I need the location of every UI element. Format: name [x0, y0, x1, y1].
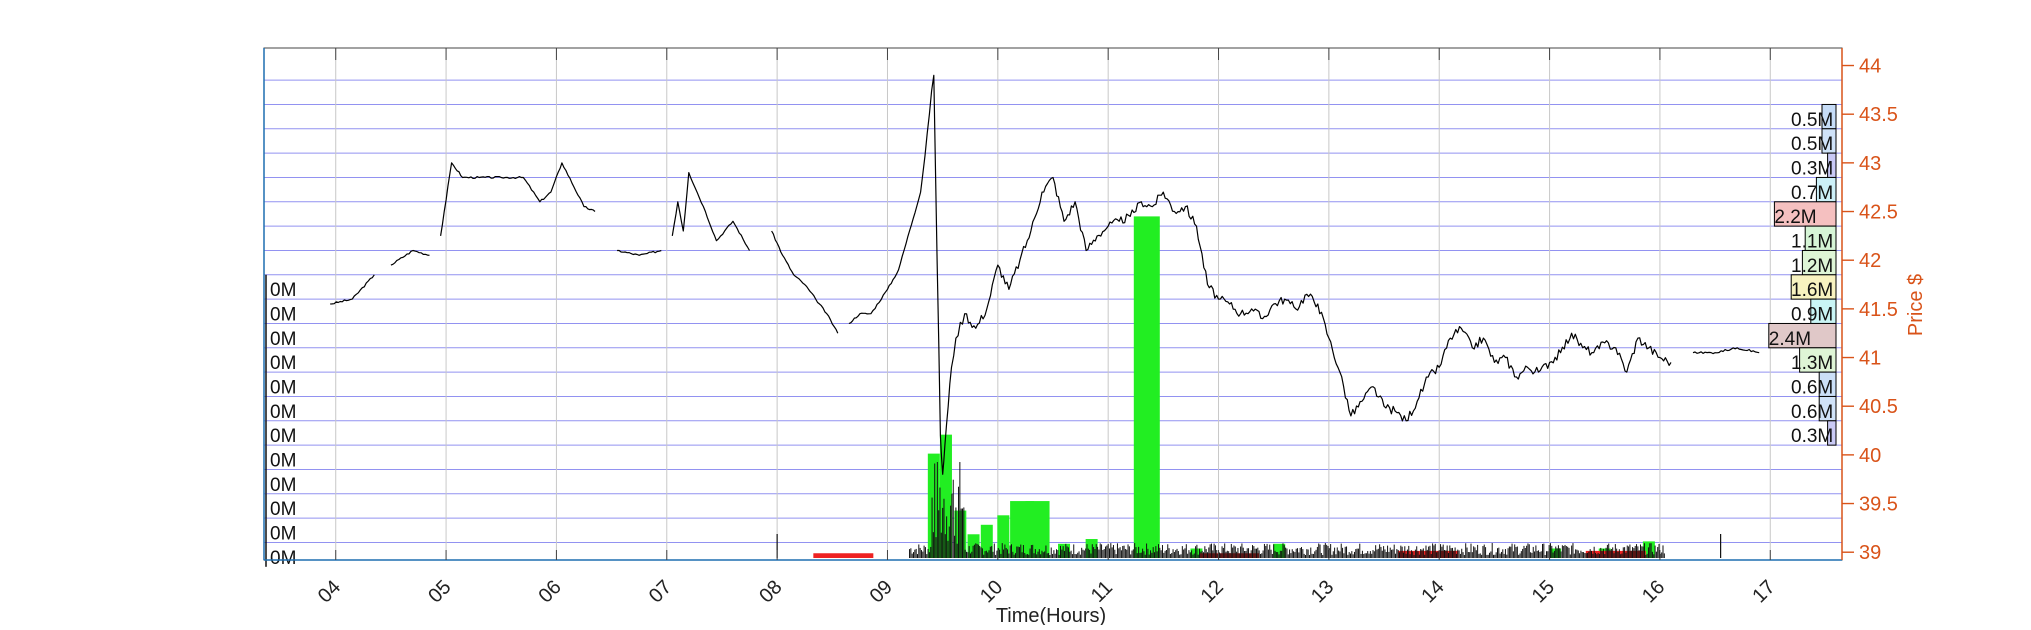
right-profile-label: 0.9M: [1791, 304, 1833, 325]
x-tick-label: 09: [866, 576, 897, 607]
left-volume-profile: 0M 0M 0M 0M 0M 0M 0M 0M 0M 0M 0M 0M: [265, 274, 296, 569]
x-tick-label: 15: [1528, 576, 1559, 607]
right-profile-label: 2.4M: [1769, 329, 1811, 350]
price-line: [1692, 347, 1760, 355]
price-layer: [330, 74, 1760, 475]
right-profile-label: 1.6M: [1791, 280, 1833, 301]
left-profile-label: 0M: [270, 523, 296, 544]
price-line: [390, 249, 430, 266]
x-tick-label: 07: [645, 576, 676, 607]
right-profile-label: 1.1M: [1791, 231, 1833, 252]
left-profile-label: 0M: [270, 353, 296, 374]
right-profile-bar: [1810, 298, 1837, 324]
right-profile-label: 0.7M: [1791, 183, 1833, 204]
price-line: [771, 230, 839, 334]
x-tick-label: 11: [1087, 577, 1117, 607]
right-profile-bar: [1801, 249, 1837, 276]
volume-bar-up: [1133, 216, 1160, 558]
y-tick-label: 39: [1859, 542, 1881, 564]
x-tick-label: 06: [535, 576, 566, 607]
y-tick-label: 41.5: [1859, 299, 1898, 321]
right-profile-label: 0.3M: [1791, 158, 1833, 179]
volume-bar-up: [980, 524, 993, 558]
right-profile-bar: [1799, 347, 1837, 373]
y-tick-label: 40: [1859, 445, 1881, 467]
left-profile-label: 0M: [270, 548, 296, 569]
x-tick-label: 16: [1638, 576, 1669, 607]
x-tick-label: 12: [1197, 576, 1228, 607]
y-tick-label: 44: [1859, 56, 1881, 78]
y-tick-label: 42: [1859, 250, 1881, 272]
price-line: [848, 74, 1672, 475]
volume-bar-down: [813, 553, 874, 558]
right-profile-label: 0.5M: [1791, 110, 1833, 131]
right-volume-profile: 0.5M 0.5M 0.3M 0.7M 2.2M 1.1M 1.2M 1.6M 0.9M 2.4M…: [1768, 103, 1837, 447]
volume-layer: [776, 216, 1722, 558]
y-tick-label: 43.5: [1859, 104, 1898, 126]
plot-background: [264, 48, 1842, 560]
price-line: [617, 249, 662, 256]
price-line: [440, 162, 596, 236]
right-profile-bar: [1804, 225, 1837, 251]
left-profile-label: 0M: [270, 377, 296, 398]
y-tick-label: 42.5: [1859, 202, 1898, 224]
x-tick-label: 05: [424, 576, 455, 607]
grid-layer: [264, 48, 1842, 560]
right-profile-label: 0.3M: [1791, 426, 1833, 447]
y-axis-label: Price $: [1905, 274, 1927, 336]
right-profile-label: 2.2M: [1774, 207, 1816, 228]
x-tick-label: 04: [314, 576, 345, 607]
y-tick-label: 43: [1859, 153, 1881, 175]
right-profile-label: 0.6M: [1791, 402, 1833, 423]
x-tick-label: 08: [755, 576, 786, 607]
right-profile-bar: [1790, 274, 1837, 300]
right-profile-bar: [1773, 201, 1837, 227]
right-profile-label: 1.3M: [1791, 353, 1833, 374]
volume-bar-up: [997, 515, 1010, 558]
y-tick-label: 39.5: [1859, 494, 1898, 516]
left-profile-label: 0M: [270, 329, 296, 350]
right-profile-label: 0.5M: [1791, 134, 1833, 155]
x-tick-label: 10: [976, 576, 1007, 607]
volume-bar-up: [927, 453, 940, 558]
y-tick-label: 40.5: [1859, 396, 1898, 418]
y-tick-label: 41: [1859, 348, 1881, 370]
x-tick-label: 17: [1748, 576, 1779, 607]
x-axis-label: Time(Hours): [996, 605, 1106, 625]
price-line: [671, 172, 751, 251]
left-profile-label: 0M: [270, 450, 296, 471]
right-profile-bar: [1768, 322, 1837, 349]
right-profile-bar: [1827, 420, 1837, 446]
x-tick-label: 13: [1307, 576, 1338, 607]
price-line: [330, 274, 375, 305]
left-profile-label: 0M: [270, 280, 296, 301]
left-profile-label: 0M: [270, 499, 296, 520]
right-profile-label: 0.6M: [1791, 377, 1833, 398]
left-profile-label: 0M: [270, 402, 296, 423]
left-profile-label: 0M: [270, 475, 296, 496]
left-profile-label: 0M: [270, 426, 296, 447]
left-profile-label: 0M: [270, 304, 296, 325]
x-tick-label: 14: [1417, 576, 1448, 607]
volume-bar-up: [1549, 548, 1562, 558]
right-profile-label: 1.2M: [1791, 256, 1833, 277]
